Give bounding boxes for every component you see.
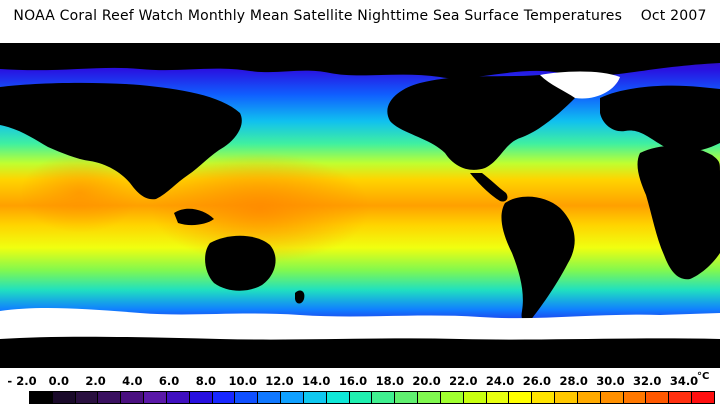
map-title: NOAA Coral Reef Watch Monthly Mean Satel… [13,8,707,24]
legend-tick-label: 6.0 [158,374,180,388]
asia [0,82,242,200]
legend-swatch [600,392,624,403]
legend-unit-label: °C [697,371,710,382]
legend-colorbar [29,391,715,404]
legend-tick-label: 0.0 [48,374,69,388]
north-america [387,74,581,170]
legend-tick-label: 14.0 [302,374,331,388]
legend-swatch [463,392,487,403]
legend-swatch [692,392,714,403]
indian-ocean-warm-area [20,153,140,233]
legend-swatch [121,392,145,403]
legend-tick-label: 16.0 [338,374,368,388]
europe-asia-east [600,85,720,152]
legend-swatch [303,392,327,403]
legend-swatch [144,392,167,403]
legend-tick-label: 20.0 [412,374,441,388]
south-america [501,196,575,323]
legend-swatch [418,392,441,403]
maritime-continent [174,208,214,226]
legend-swatch [166,392,190,403]
legend-swatch [52,392,76,403]
legend-swatch [532,392,556,403]
legend-swatch [326,392,350,403]
legend-swatch [281,392,304,403]
legend-swatch [440,392,464,403]
legend-tick-label: - 2.0 [7,374,37,388]
legend-tick-label: 28.0 [559,374,588,388]
greenland [540,71,620,99]
legend-tick-label: 18.0 [375,374,404,388]
legend-swatch [349,392,373,403]
legend-tick-label: 34.0 [669,374,699,388]
legend-swatch [212,392,236,403]
sst-map-svg [0,43,720,368]
arctic-coast [0,43,720,79]
legend-tick-label: 32.0 [633,374,662,388]
new-zealand [295,290,305,304]
legend-swatch [30,392,53,403]
legend-swatch [577,392,601,403]
legend-tick-label: 24.0 [485,374,515,388]
legend-tick-label: 26.0 [522,374,552,388]
australia [205,235,276,291]
africa [637,145,720,280]
legend-swatch [623,392,647,403]
legend-swatch [555,392,578,403]
legend-tick-label: 10.0 [228,374,257,388]
legend-swatch [235,392,259,403]
legend-tick-label: 12.0 [265,374,294,388]
legend-swatch [189,392,213,403]
legend-swatch [509,392,533,403]
legend-tick-label: 22.0 [449,374,478,388]
legend-swatch [258,392,282,403]
central-america [470,173,508,202]
legend-swatch [372,392,396,403]
temperature-legend: - 2.0 0.0 2.0 4.0 6.0 8.0 10.0 12.0 14.0 16.0 18.0… [0,371,720,411]
legend-swatch [75,392,99,403]
legend-swatch [395,392,419,403]
legend-tick-label: 2.0 [85,374,106,388]
legend-tick-label: 30.0 [596,374,625,388]
western-pacific-warm-pool [150,153,370,263]
legend-swatch [486,392,510,403]
legend-tick-label: 8.0 [195,374,217,388]
sst-map [0,43,720,368]
legend-swatch [98,392,122,403]
antarctica [0,336,720,368]
legend-swatch [669,392,693,403]
legend-tick-label: 4.0 [122,374,143,388]
legend-swatch [646,392,670,403]
